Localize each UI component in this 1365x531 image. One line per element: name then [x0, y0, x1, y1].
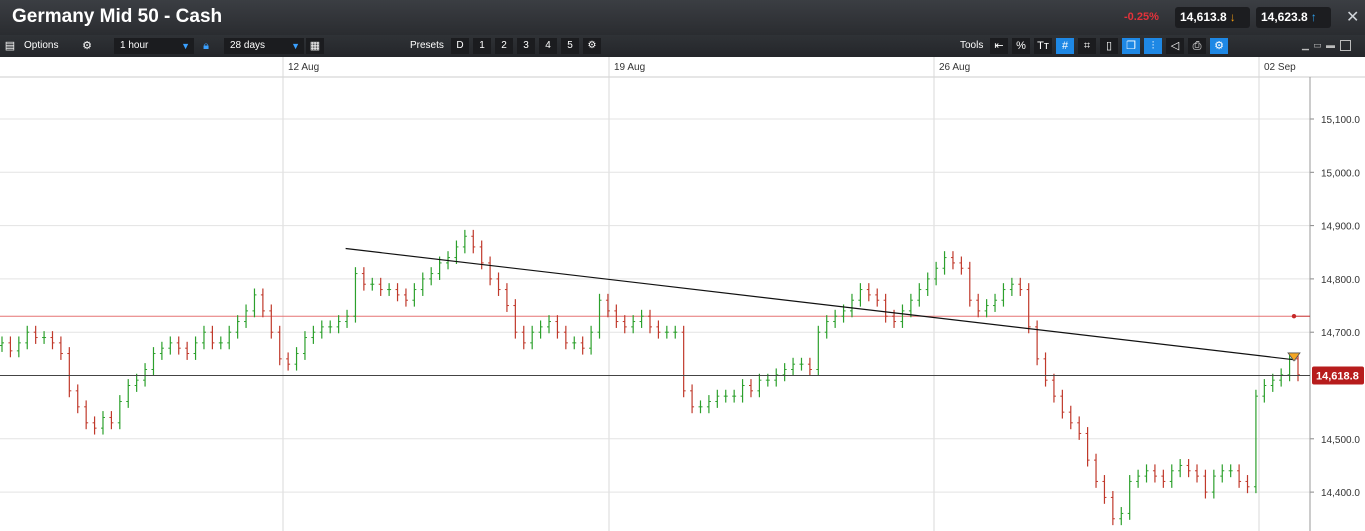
- date-header: [0, 57, 1365, 77]
- x-tick-label: 26 Aug: [939, 62, 970, 73]
- y-tick-label: 15,100.0: [1321, 115, 1360, 126]
- settings-icon[interactable]: ⚙: [1210, 38, 1228, 54]
- range-select[interactable]: 28 days ▼: [224, 38, 304, 54]
- preset-4-button[interactable]: 4: [539, 38, 557, 54]
- restore-icon[interactable]: ▭: [1313, 40, 1322, 50]
- y-tick-label: 14,500.0: [1321, 435, 1360, 446]
- buy-price: 14,623.8: [1261, 10, 1308, 24]
- tools-label: Tools: [960, 40, 984, 51]
- candle-icon[interactable]: ▯: [1100, 38, 1118, 54]
- y-tick-label: 14,400.0: [1321, 488, 1360, 499]
- price-change: -0.25%: [1124, 11, 1159, 23]
- last-price-label: 14,618.8: [1316, 370, 1359, 382]
- menu-icon[interactable]: ▤: [4, 40, 16, 52]
- preset-2-button[interactable]: 2: [495, 38, 513, 54]
- y-tick-label: 14,800.0: [1321, 275, 1360, 286]
- options-button[interactable]: Options: [24, 40, 59, 51]
- sell-price-button[interactable]: 14,613.8 ↓: [1175, 7, 1250, 28]
- interval-select[interactable]: 1 hour ▼: [114, 38, 194, 54]
- presets-label: Presets: [410, 40, 444, 51]
- preset-3-button[interactable]: 3: [517, 38, 535, 54]
- minimize-icon[interactable]: ▁: [1302, 40, 1309, 50]
- buy-price-button[interactable]: 14,623.8 ↑: [1256, 7, 1331, 28]
- trendline-alert-marker[interactable]: [1287, 352, 1301, 362]
- calendar-icon[interactable]: ▦: [306, 38, 324, 54]
- y-tick-label: 14,700.0: [1321, 328, 1360, 339]
- price-chart[interactable]: 12 Aug 19 Aug 26 Aug 02 Sep 15,100.0 15,000.0…: [0, 57, 1365, 531]
- text-size-button[interactable]: Tт: [1034, 38, 1052, 54]
- chart-type-icon[interactable]: ⫶: [1144, 38, 1162, 54]
- gear-icon[interactable]: ⚙: [82, 40, 92, 52]
- y-tick-label: 14,900.0: [1321, 222, 1360, 233]
- arrow-down-icon: ↓: [1229, 10, 1236, 24]
- layers-icon[interactable]: ❐: [1122, 38, 1140, 54]
- last-price-badge: [1312, 366, 1364, 385]
- chevron-down-icon: ▼: [291, 41, 300, 51]
- print-icon[interactable]: ⎙: [1188, 38, 1206, 54]
- preset-5-button[interactable]: 5: [561, 38, 579, 54]
- interval-value: 1 hour: [120, 40, 149, 51]
- alert-dot[interactable]: [1291, 314, 1297, 319]
- window-icon[interactable]: [1340, 40, 1351, 51]
- y-tick-label: 15,000.0: [1321, 168, 1360, 179]
- trendline[interactable]: [345, 247, 1296, 361]
- grid-icon[interactable]: #: [1056, 38, 1074, 54]
- x-tick-label: 19 Aug: [614, 62, 645, 73]
- x-tick-label: 12 Aug: [288, 62, 319, 73]
- preset-1-button[interactable]: 1: [473, 38, 491, 54]
- title-bar: Germany Mid 50 - Cash -0.25% 14,613.8 ↓ 1…: [0, 0, 1365, 35]
- percent-button[interactable]: %: [1012, 38, 1030, 54]
- arrow-up-icon: ↑: [1310, 10, 1317, 24]
- back-arrow-icon[interactable]: ⇤: [990, 38, 1008, 54]
- close-icon[interactable]: ✕: [1346, 9, 1360, 26]
- chevron-down-icon: ▼: [181, 41, 190, 51]
- instrument-title: Germany Mid 50 - Cash: [12, 6, 223, 27]
- chart-canvas[interactable]: 12 Aug 19 Aug 26 Aug 02 Sep 15,100.0 15,000.0…: [0, 57, 1365, 531]
- preset-gear-icon[interactable]: ⚙: [583, 38, 601, 54]
- lock-icon[interactable]: 🔒︎: [203, 40, 209, 52]
- label-icon[interactable]: ◁: [1166, 38, 1184, 54]
- sell-price: 14,613.8: [1180, 10, 1227, 24]
- x-tick-label: 02 Sep: [1264, 62, 1296, 73]
- maximize-icon[interactable]: ▬: [1326, 40, 1335, 50]
- toolbar: ▤ Options ⚙ 1 hour ▼ 🔒︎ 28 days ▼ ▦ Pres…: [0, 35, 1365, 57]
- range-value: 28 days: [230, 40, 266, 51]
- crosshair-icon[interactable]: ⌗: [1078, 38, 1096, 54]
- preset-d-button[interactable]: D: [451, 38, 469, 54]
